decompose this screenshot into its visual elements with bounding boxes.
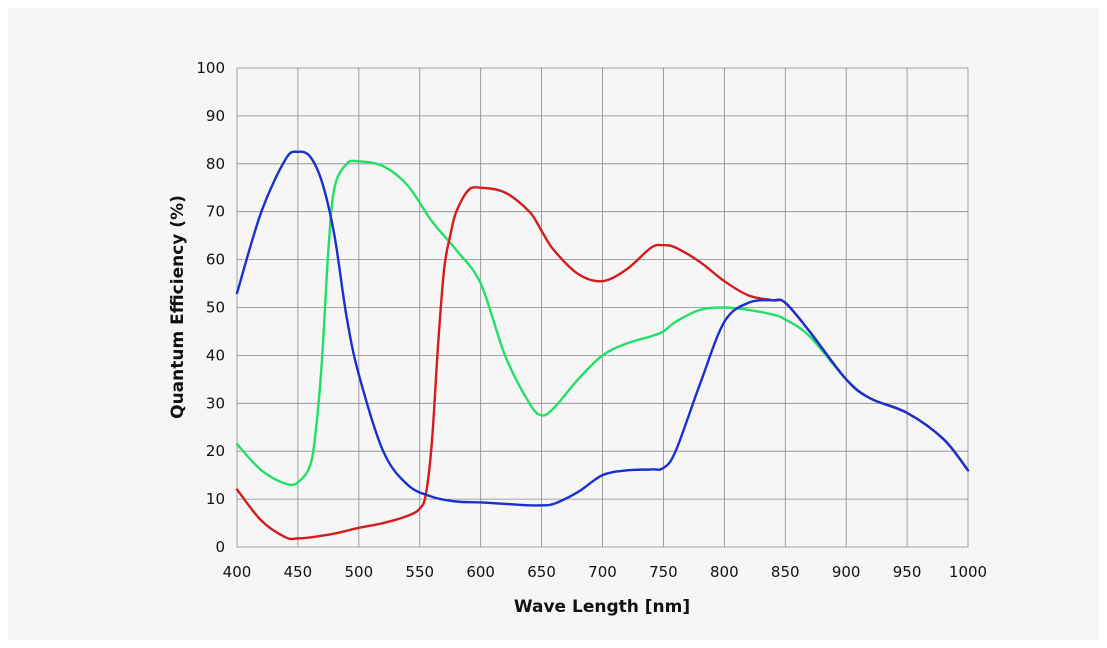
series-line-blue — [235, 150, 970, 507]
x-tick-label: 750 — [649, 563, 678, 581]
x-tick-label: 800 — [710, 563, 739, 581]
y-tick-label: 50 — [206, 299, 225, 317]
grid — [236, 67, 969, 548]
y-tick-label: 90 — [206, 107, 225, 125]
x-tick-label: 700 — [588, 563, 617, 581]
y-tick-label: 0 — [215, 538, 225, 556]
y-tick-label: 10 — [206, 490, 225, 508]
x-tick-label: 1000 — [949, 563, 987, 581]
x-tick-labels: 400 450 500 550 600 650 700 750 800 850 900 950 1000 — [223, 563, 987, 581]
x-tick-label: 500 — [345, 563, 374, 581]
y-tick-label: 80 — [206, 155, 225, 173]
chart-panel — [8, 8, 1099, 640]
x-tick-label: 950 — [893, 563, 922, 581]
y-tick-label: 70 — [206, 203, 225, 221]
y-tick-labels: 0 10 20 30 40 50 60 70 80 90 100 — [196, 59, 225, 556]
x-tick-label: 450 — [284, 563, 313, 581]
y-tick-label: 20 — [206, 442, 225, 460]
x-tick-label: 600 — [466, 563, 495, 581]
series-lines — [235, 150, 970, 541]
x-tick-label: 550 — [405, 563, 434, 581]
x-tick-label: 850 — [771, 563, 800, 581]
y-tick-label: 40 — [206, 346, 225, 364]
y-tick-label: 30 — [206, 394, 225, 412]
x-tick-label: 400 — [223, 563, 252, 581]
x-tick-label: 900 — [832, 563, 861, 581]
x-axis-label: Wave Length [nm] — [514, 597, 690, 617]
series-line-green — [235, 159, 970, 487]
y-axis-label: Quantum Efficiency (%) — [168, 195, 188, 419]
x-tick-label: 650 — [527, 563, 556, 581]
y-tick-label: 60 — [206, 251, 225, 269]
y-tick-label: 100 — [196, 59, 225, 77]
